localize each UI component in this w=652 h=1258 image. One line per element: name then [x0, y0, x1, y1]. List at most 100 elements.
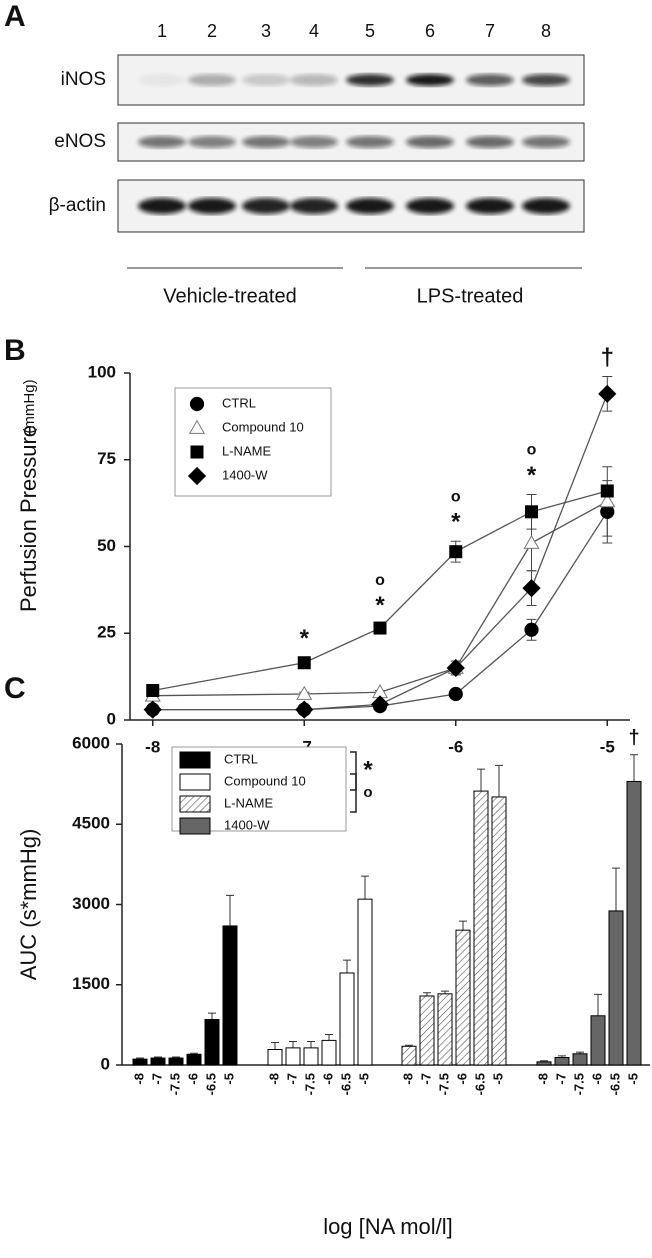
- marker: [187, 466, 207, 486]
- lane-number: 4: [309, 21, 319, 41]
- marker: [446, 658, 465, 678]
- error-bar: [477, 768, 485, 792]
- x-tick-label: -8: [131, 1073, 146, 1085]
- band: [242, 198, 290, 214]
- bar: [357, 898, 373, 1066]
- annotation: †: [601, 344, 614, 371]
- legend-label: L-NAME: [222, 443, 271, 458]
- band: [290, 74, 338, 86]
- legend-swatch: [179, 795, 211, 813]
- error-bar: [594, 993, 602, 1016]
- row-label: eNOS: [54, 131, 106, 152]
- lane-number: 7: [485, 21, 495, 41]
- band: [188, 136, 236, 148]
- lane-number: 1: [157, 21, 167, 41]
- marker: [370, 695, 390, 714]
- bar: [222, 925, 238, 1066]
- bar: [626, 780, 642, 1066]
- band: [466, 74, 514, 86]
- legend-label: Compound 10: [224, 773, 306, 788]
- band: [290, 136, 338, 148]
- x-tick-label: -7: [284, 1073, 299, 1085]
- annotation: o: [363, 784, 372, 801]
- series-line: [152, 490, 608, 692]
- x-tick-label: -6: [454, 1073, 469, 1085]
- error-bar: [208, 1012, 216, 1020]
- error-bar: [361, 875, 369, 900]
- marker: [295, 700, 314, 719]
- error-bar: [495, 764, 503, 797]
- marker: [525, 505, 539, 519]
- marker: [146, 684, 160, 698]
- band: [466, 198, 514, 214]
- x-tick-label: -7.5: [302, 1073, 317, 1095]
- bar: [339, 972, 355, 1066]
- marker: [297, 656, 311, 670]
- band: [138, 198, 186, 214]
- band: [522, 198, 570, 214]
- x-tick-label: -5: [625, 1073, 640, 1085]
- band: [290, 198, 338, 214]
- x-tick-label: -5: [490, 1073, 505, 1085]
- annotation: *: [451, 509, 461, 536]
- lane-number: 2: [207, 21, 217, 41]
- x-tick-label: -8: [145, 737, 160, 756]
- marker: [188, 419, 206, 434]
- x-tick-label: -6.5: [607, 1073, 622, 1095]
- y-tick-label: 75: [97, 449, 116, 468]
- marker: [600, 484, 614, 498]
- x-tick-label: -8: [400, 1073, 415, 1085]
- annotation: o: [527, 442, 537, 459]
- error-bar: [630, 754, 638, 782]
- bar: [437, 993, 453, 1066]
- band: [188, 198, 236, 214]
- band: [406, 198, 454, 214]
- annotation: o: [375, 572, 385, 589]
- y-axis-label: Perfusion Pressure: [16, 425, 41, 612]
- marker: [448, 686, 463, 702]
- band: [522, 136, 570, 148]
- lane-number: 6: [425, 21, 435, 41]
- bracket: [350, 773, 357, 813]
- marker: [522, 579, 541, 598]
- error-bar: [226, 894, 234, 926]
- legend-label: 1400-W: [224, 817, 270, 832]
- band: [346, 198, 394, 214]
- legend-label: CTRL: [224, 751, 258, 766]
- y-tick-label: 4500: [72, 814, 110, 833]
- x-tick-label: -6: [448, 737, 463, 756]
- y-axis-label: AUC (s*mmHg): [16, 829, 41, 981]
- marker: [143, 700, 162, 719]
- x-tick-label: -6: [320, 1073, 335, 1085]
- x-tick-label: -8: [535, 1073, 550, 1085]
- bar: [419, 995, 435, 1066]
- bar: [303, 1047, 319, 1066]
- legend-label: CTRL: [222, 395, 256, 410]
- marker: [190, 445, 204, 459]
- marker: [524, 622, 539, 637]
- bar: [455, 929, 471, 1066]
- y-tick-label: 100: [88, 362, 116, 381]
- legend-swatch: [179, 817, 211, 835]
- y-tick-label: 1500: [72, 974, 110, 993]
- annotation: o: [451, 489, 461, 506]
- series-line: [152, 500, 608, 697]
- bar: [491, 796, 507, 1066]
- x-tick-label: -7: [149, 1073, 164, 1085]
- group-label: LPS-treated: [417, 285, 524, 307]
- band: [466, 136, 514, 148]
- x-tick-label: -7: [553, 1073, 568, 1085]
- y-tick-label: 6000: [72, 733, 110, 752]
- annotation: *: [300, 625, 310, 652]
- band: [406, 74, 454, 86]
- legend-swatch: [179, 773, 211, 791]
- panel-label: C: [4, 672, 26, 705]
- bar: [150, 1057, 166, 1066]
- bar: [554, 1057, 570, 1066]
- bar: [285, 1047, 301, 1066]
- x-tick-label: -7.5: [571, 1073, 586, 1095]
- lane-number: 8: [541, 21, 551, 41]
- error-bar: [271, 1042, 279, 1050]
- bracket: [350, 751, 357, 791]
